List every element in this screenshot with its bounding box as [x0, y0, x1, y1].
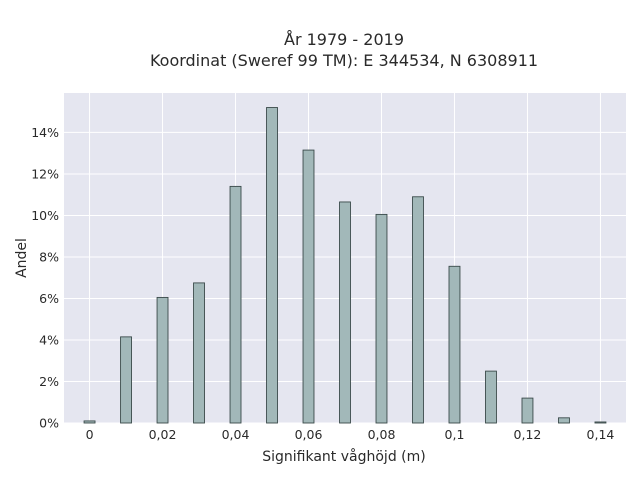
histogram-bar — [156, 296, 169, 424]
histogram-bar — [120, 336, 132, 424]
histogram-bar — [83, 420, 96, 424]
histogram-bar — [193, 282, 205, 424]
histogram-bar — [448, 265, 461, 424]
x-tick-label: 0 — [86, 427, 94, 442]
histogram-bar — [266, 107, 278, 424]
y-tick-label: 6% — [39, 291, 59, 306]
y-tick-label: 4% — [39, 332, 59, 347]
x-tick-label: 0,02 — [149, 427, 177, 442]
x-tick-label: 0,14 — [587, 427, 615, 442]
histogram-bar — [375, 213, 388, 424]
chart-title-line-1: År 1979 - 2019 — [284, 30, 404, 49]
x-axis-label: Signifikant våghöjd (m) — [262, 448, 425, 465]
y-tick-label: 2% — [39, 374, 59, 389]
y-axis-label: Andel — [14, 238, 30, 278]
y-tick-labels: 0% 2% 4% 6% 8% 10% 12% 14% — [31, 125, 59, 431]
histogram-bar — [485, 370, 497, 424]
y-tick-label: 0% — [39, 416, 59, 431]
y-tick-label: 8% — [39, 249, 59, 264]
x-tick-labels: 0 0,02 0,04 0,06 0,08 0,1 0,12 0,14 — [86, 427, 615, 442]
histogram-bar — [302, 149, 315, 424]
x-tick-label: 0,1 — [445, 427, 465, 442]
histogram-bar — [339, 201, 351, 424]
y-tick-label: 10% — [31, 208, 59, 223]
x-tick-label: 0,06 — [295, 427, 323, 442]
histogram-bar — [521, 397, 534, 424]
y-tick-label: 12% — [31, 166, 59, 181]
chart-title-line-2: Koordinat (Sweref 99 TM): E 344534, N 63… — [150, 51, 538, 70]
histogram-bar — [558, 417, 570, 424]
bars — [83, 107, 607, 424]
y-tick-label: 14% — [31, 125, 59, 140]
x-tick-label: 0,12 — [514, 427, 542, 442]
histogram-bar — [229, 185, 242, 424]
x-tick-label: 0,04 — [222, 427, 250, 442]
histogram-bar — [412, 196, 424, 424]
histogram-bar — [594, 421, 607, 424]
x-tick-label: 0,08 — [368, 427, 396, 442]
